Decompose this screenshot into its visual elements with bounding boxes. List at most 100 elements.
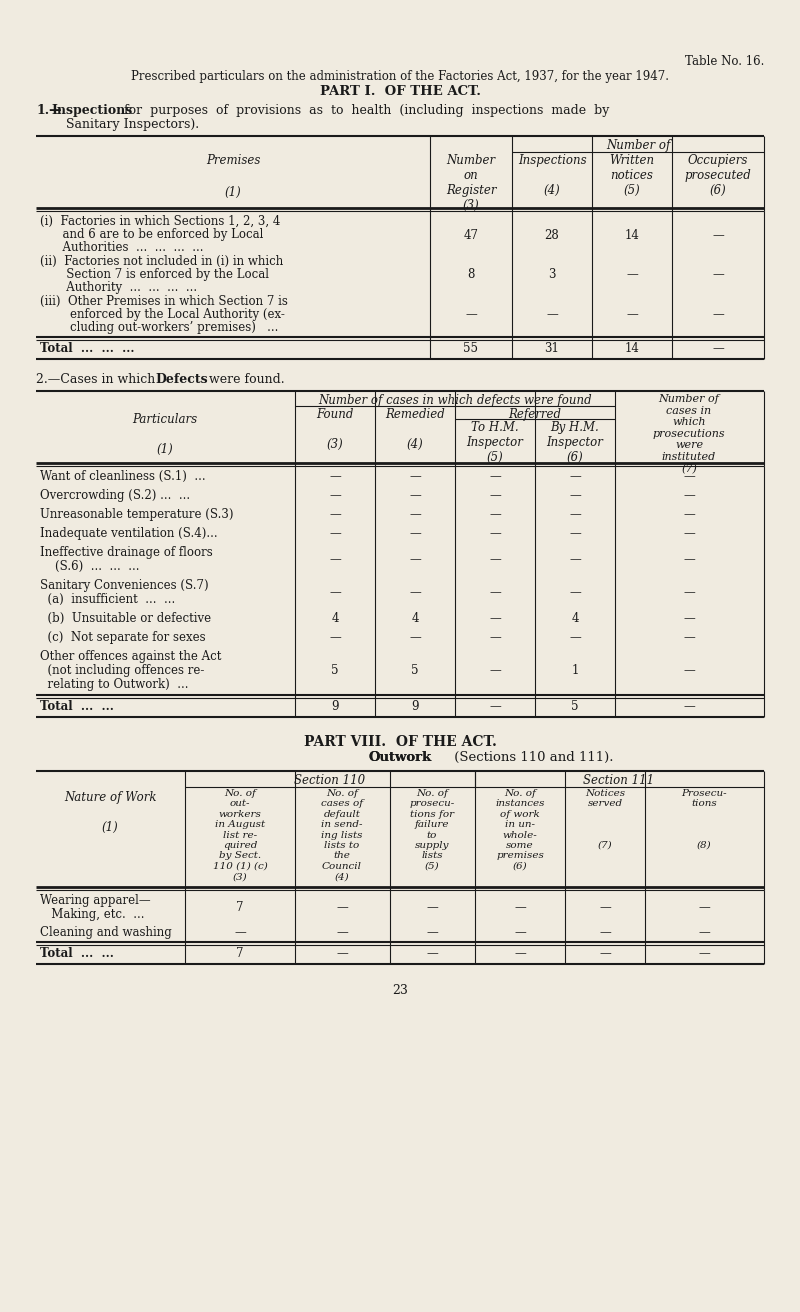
Text: 8: 8: [467, 268, 474, 281]
Text: No. of
out-
workers
in August
list re-
quired
by Sect.
110 (1) (c)
(3): No. of out- workers in August list re- q…: [213, 789, 267, 882]
Text: 14: 14: [625, 342, 639, 356]
Text: 5: 5: [571, 701, 578, 712]
Text: —: —: [569, 489, 581, 502]
Text: —: —: [683, 552, 695, 565]
Text: —: —: [336, 947, 348, 960]
Text: —: —: [489, 508, 501, 521]
Text: Wearing apparel—: Wearing apparel—: [40, 893, 150, 907]
Text: Table No. 16.: Table No. 16.: [685, 55, 764, 68]
Text: —: —: [489, 631, 501, 644]
Text: —: —: [546, 308, 558, 321]
Text: Inspections: Inspections: [51, 104, 132, 117]
Text: PART VIII.  OF THE ACT.: PART VIII. OF THE ACT.: [303, 735, 497, 749]
Text: —: —: [569, 586, 581, 600]
Text: (c)  Not separate for sexes: (c) Not separate for sexes: [40, 631, 206, 644]
Text: 7: 7: [236, 947, 244, 960]
Text: —: —: [426, 926, 438, 939]
Text: —: —: [683, 470, 695, 483]
Text: —: —: [626, 268, 638, 281]
Text: 23: 23: [392, 984, 408, 997]
Text: 3: 3: [548, 268, 556, 281]
Text: Occupiers
prosecuted
(6): Occupiers prosecuted (6): [685, 154, 751, 197]
Text: Nature of Work

(1): Nature of Work (1): [64, 791, 156, 834]
Text: —: —: [569, 508, 581, 521]
Text: —: —: [409, 470, 421, 483]
Text: Sanitary Conveniences (S.7): Sanitary Conveniences (S.7): [40, 579, 209, 592]
Text: Outwork: Outwork: [368, 750, 432, 764]
Text: Remedied

(4): Remedied (4): [385, 408, 445, 451]
Text: —: —: [329, 489, 341, 502]
Text: Prescribed particulars on the administration of the Factories Act, 1937, for the: Prescribed particulars on the administra…: [131, 70, 669, 83]
Text: for  purposes  of  provisions  as  to  health  (including  inspections  made  by: for purposes of provisions as to health …: [120, 104, 610, 117]
Text: —: —: [698, 901, 710, 914]
Text: —: —: [409, 631, 421, 644]
Text: Unreasonable temperature (S.3): Unreasonable temperature (S.3): [40, 508, 234, 521]
Text: —: —: [683, 631, 695, 644]
Text: No. of
instances
of work
in un-
whole-
some
premises
(6): No. of instances of work in un- whole- s…: [495, 789, 545, 871]
Text: —: —: [489, 489, 501, 502]
Text: (1): (1): [225, 186, 242, 199]
Text: —: —: [683, 664, 695, 677]
Text: 5: 5: [331, 664, 338, 677]
Text: —: —: [489, 552, 501, 565]
Text: —: —: [683, 508, 695, 521]
Text: Overcrowding (S.2) ...  ...: Overcrowding (S.2) ... ...: [40, 489, 190, 502]
Text: Referred: Referred: [509, 408, 562, 421]
Text: (Sections 110 and 111).: (Sections 110 and 111).: [450, 750, 614, 764]
Text: No. of
prosecu-
tions for
failure
to
supply
lists
(5): No. of prosecu- tions for failure to sup…: [410, 789, 454, 871]
Text: —: —: [329, 508, 341, 521]
Text: Want of cleanliness (S.1)  ...: Want of cleanliness (S.1) ...: [40, 470, 206, 483]
Text: Particulars: Particulars: [133, 413, 198, 426]
Text: —: —: [336, 926, 348, 939]
Text: —: —: [514, 926, 526, 939]
Text: —: —: [489, 701, 501, 712]
Text: (ii)  Factories not included in (i) in which: (ii) Factories not included in (i) in wh…: [40, 255, 283, 268]
Text: Inspections

(4): Inspections (4): [518, 154, 586, 197]
Text: 5: 5: [411, 664, 418, 677]
Text: Section 111: Section 111: [583, 774, 654, 787]
Text: Prosecu-
tions



(8): Prosecu- tions (8): [681, 789, 727, 850]
Text: 1.—: 1.—: [36, 104, 62, 117]
Text: —: —: [712, 230, 724, 241]
Text: Cleaning and washing: Cleaning and washing: [40, 926, 172, 939]
Text: —: —: [489, 527, 501, 541]
Text: —: —: [426, 947, 438, 960]
Text: 47: 47: [463, 230, 478, 241]
Text: cluding out-workers’ premises)   ...: cluding out-workers’ premises) ...: [40, 321, 278, 335]
Text: —: —: [489, 586, 501, 600]
Text: Number of
cases in
which
prosecutions
were
instituted
(7): Number of cases in which prosecutions we…: [653, 394, 726, 474]
Text: Total  ...  ...: Total ... ...: [40, 947, 114, 960]
Text: —: —: [569, 527, 581, 541]
Text: were found.: were found.: [205, 373, 285, 386]
Text: —: —: [329, 552, 341, 565]
Text: Notices
served



(7): Notices served (7): [585, 789, 625, 850]
Text: Section 110: Section 110: [294, 774, 366, 787]
Text: Defects: Defects: [155, 373, 208, 386]
Text: —: —: [409, 527, 421, 541]
Text: —: —: [569, 631, 581, 644]
Text: By H.M.
Inspector
(6): By H.M. Inspector (6): [546, 421, 603, 464]
Text: (i)  Factories in which Sections 1, 2, 3, 4: (i) Factories in which Sections 1, 2, 3,…: [40, 215, 280, 228]
Text: —: —: [569, 552, 581, 565]
Text: —: —: [599, 947, 611, 960]
Text: —: —: [683, 527, 695, 541]
Text: —: —: [329, 631, 341, 644]
Text: 1: 1: [571, 664, 578, 677]
Text: —: —: [329, 470, 341, 483]
Text: To H.M.
Inspector
(5): To H.M. Inspector (5): [466, 421, 523, 464]
Text: —: —: [712, 308, 724, 321]
Text: 4: 4: [331, 611, 338, 625]
Text: —: —: [683, 701, 695, 712]
Text: —: —: [426, 901, 438, 914]
Text: —: —: [569, 470, 581, 483]
Text: Total  ...  ...  ...: Total ... ... ...: [40, 342, 134, 356]
Text: 7: 7: [236, 901, 244, 914]
Text: —: —: [683, 611, 695, 625]
Text: —: —: [712, 342, 724, 356]
Text: 4: 4: [411, 611, 418, 625]
Text: —: —: [698, 947, 710, 960]
Text: and 6 are to be enforced by Local: and 6 are to be enforced by Local: [40, 228, 263, 241]
Text: 31: 31: [545, 342, 559, 356]
Text: No. of
cases of
default
in send-
ing lists
lists to
the
Council
(4): No. of cases of default in send- ing lis…: [321, 789, 363, 882]
Text: —: —: [599, 926, 611, 939]
